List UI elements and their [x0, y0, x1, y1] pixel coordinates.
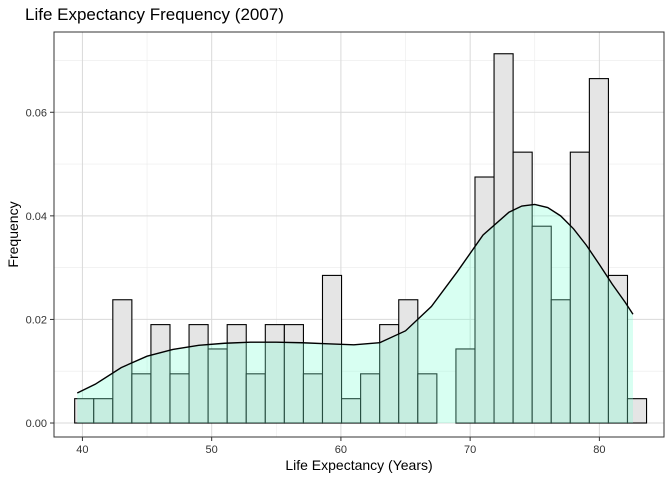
- y-tick-label: 0.06: [26, 107, 47, 119]
- y-tick-label: 0.04: [26, 211, 47, 223]
- chart-title: Life Expectancy Frequency (2007): [25, 5, 284, 24]
- density-curve-layer: [76, 203, 634, 424]
- histogram-bar: [417, 373, 438, 424]
- x-tick-label: 80: [593, 444, 605, 456]
- density-curve: [76, 203, 634, 394]
- x-tick-label: 50: [206, 444, 218, 456]
- y-axis: 0.00 0.02 0.04 0.06: [26, 107, 54, 430]
- y-axis-title: Frequency: [5, 201, 21, 267]
- x-axis-title: Life Expectancy (Years): [285, 457, 432, 473]
- panel-border: [53, 31, 665, 438]
- histogram-bar: [398, 299, 419, 424]
- histogram-bar: [112, 299, 133, 424]
- histogram-bar: [626, 398, 648, 424]
- x-tick-label: 40: [76, 444, 88, 456]
- x-axis: 40 50 60 70 80: [76, 437, 606, 456]
- y-tick-label: 0.00: [26, 418, 47, 430]
- density-area: [77, 204, 633, 424]
- x-tick-label: 60: [335, 444, 347, 456]
- x-tick-label: 70: [464, 444, 476, 456]
- histogram-bar: [321, 274, 343, 424]
- histogram-bars: [74, 53, 648, 424]
- histogram-bar: [607, 274, 629, 424]
- y-tick-label: 0.02: [26, 314, 47, 326]
